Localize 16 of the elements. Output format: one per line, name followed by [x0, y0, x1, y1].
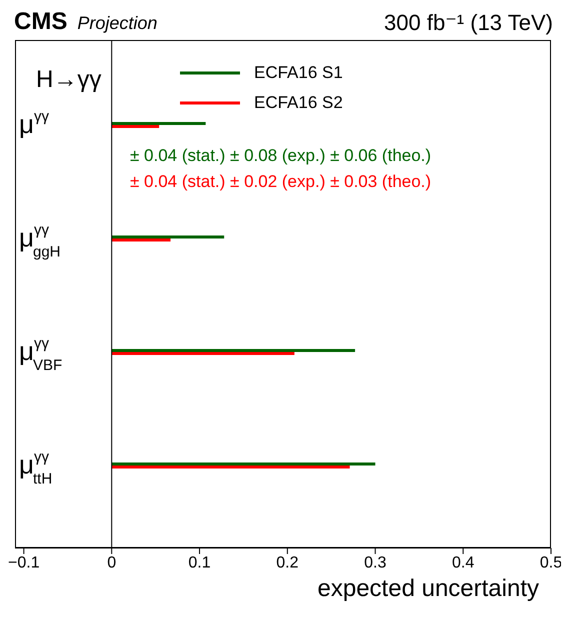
x-tick-label: −0.1: [8, 554, 40, 572]
x-axis-title: expected uncertainty: [318, 575, 539, 602]
x-tick-label: 0: [107, 554, 116, 572]
x-tick-label: 0.1: [188, 554, 211, 572]
text: 300 fb⁻¹ (13 TeV): [384, 10, 553, 36]
x-tick-label: 0.2: [276, 554, 299, 572]
annotation: ± 0.04 (stat.) ± 0.08 (exp.) ± 0.06 (theo.): [130, 146, 432, 166]
legend-label: ECFA16 S1: [254, 63, 343, 83]
chart-title: CMS: [14, 8, 68, 35]
annotation: ± 0.04 (stat.) ± 0.02 (exp.) ± 0.03 (theo.): [130, 172, 432, 192]
legend-label: ECFA16 S2: [254, 93, 343, 113]
annotation: H→γγ: [36, 66, 102, 94]
x-tick-label: 0.5: [540, 554, 562, 572]
x-tick-label: 0.4: [452, 554, 474, 572]
x-tick-label: 0.3: [364, 554, 386, 572]
chart-subtitle: Projection: [77, 13, 158, 33]
